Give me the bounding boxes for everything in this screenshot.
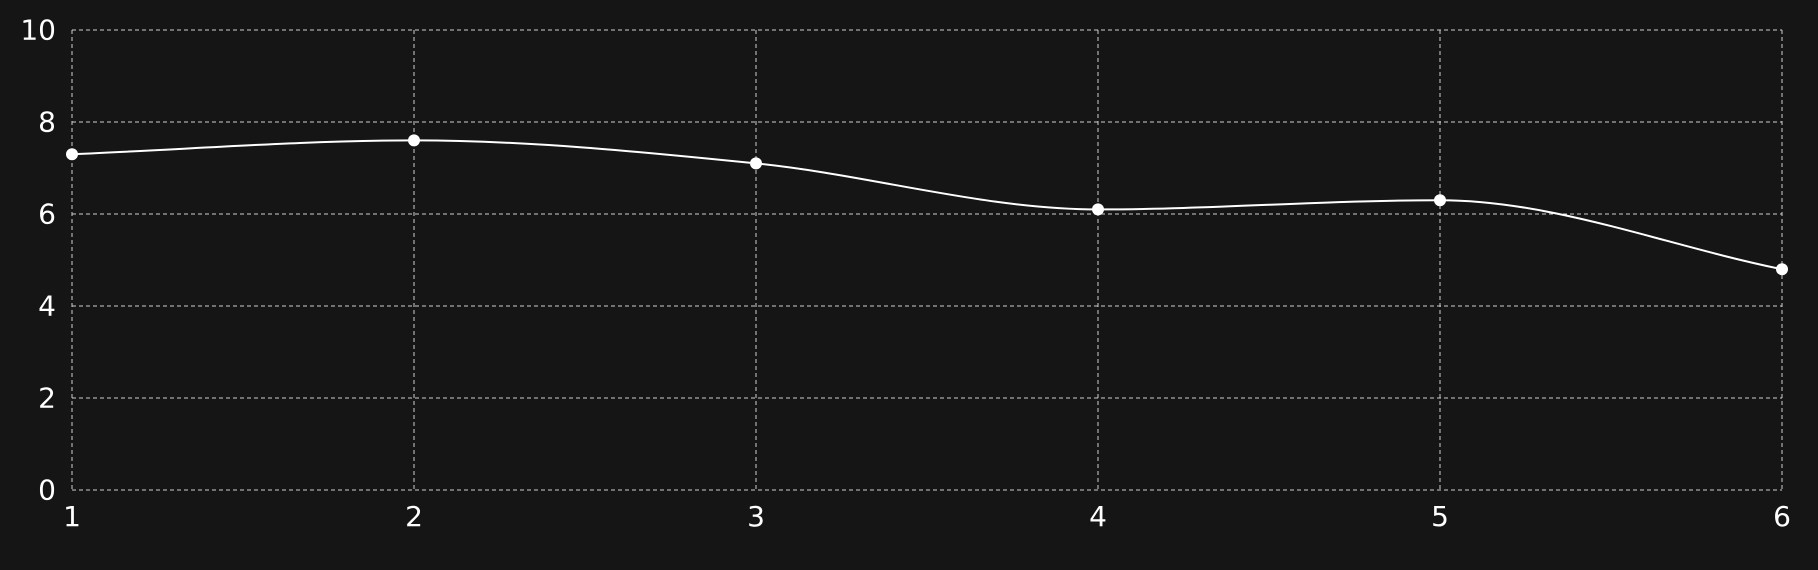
x-axis-ticks: 1 2 3 4 5 6	[63, 500, 1791, 533]
y-tick-label-10: 10	[20, 14, 56, 47]
series-line-0	[71, 139, 1783, 271]
x-tick-label-3: 3	[747, 500, 765, 533]
y-tick-label-0: 0	[38, 474, 56, 507]
x-tick-label-5: 5	[1431, 500, 1449, 533]
x-tick-label-1: 1	[63, 500, 81, 533]
y-tick-label-2: 2	[38, 382, 56, 415]
data-point-1[interactable]	[66, 148, 78, 161]
data-point-2[interactable]	[408, 134, 420, 147]
x-tick-label-2: 2	[405, 500, 423, 533]
chart-series	[66, 134, 1788, 276]
data-point-4[interactable]	[1092, 203, 1104, 216]
data-point-3[interactable]	[750, 157, 762, 170]
data-point-6[interactable]	[1776, 263, 1788, 276]
y-tick-label-6: 6	[38, 198, 56, 231]
y-axis-ticks: 0 2 4 6 8 10	[20, 14, 56, 507]
x-tick-label-4: 4	[1089, 500, 1107, 533]
y-tick-label-8: 8	[38, 106, 56, 139]
y-tick-label-4: 4	[38, 290, 56, 323]
x-tick-label-6: 6	[1773, 500, 1791, 533]
data-point-5[interactable]	[1434, 194, 1446, 207]
chart-grid	[71, 29, 1783, 491]
